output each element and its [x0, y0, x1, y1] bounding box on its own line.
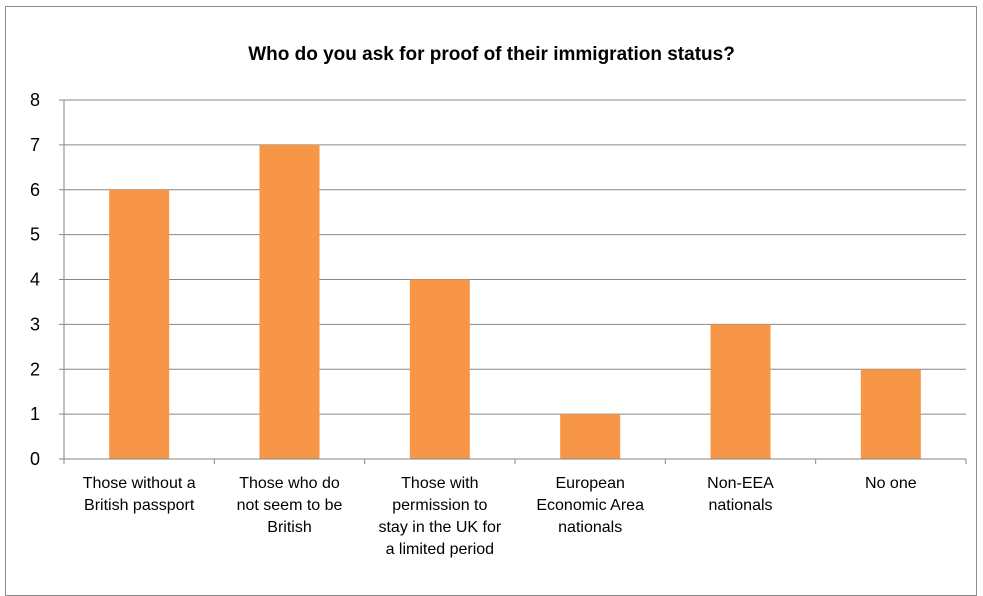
- x-category-labels: Those without a British passport Those who…: [83, 475, 917, 558]
- x-category-label-line: stay in the UK for: [378, 519, 501, 536]
- bar: [109, 189, 170, 459]
- x-category-label-line: Economic Area: [536, 497, 644, 514]
- y-tick-label: 2: [30, 359, 40, 379]
- x-category-label: Non-EEA nationals: [707, 475, 774, 514]
- y-tick-labels: 0 1 2 3 4 5 6 7 8: [30, 90, 40, 469]
- bar: [860, 369, 921, 459]
- y-tick-label: 4: [30, 270, 40, 290]
- bar: [560, 414, 621, 459]
- y-tick-label: 6: [30, 180, 40, 200]
- bar: [259, 144, 320, 459]
- x-category-label: Those without a British passport: [83, 475, 196, 514]
- x-category-label-line: European: [555, 475, 624, 492]
- x-category-label-line: nationals: [708, 497, 772, 514]
- x-category-label: No one: [865, 475, 917, 492]
- x-category-label-line: permission to: [392, 497, 487, 514]
- x-category-label-line: a limited period: [386, 541, 495, 558]
- x-category-label: Those with permission to stay in the UK fo…: [378, 475, 501, 558]
- y-tick-label: 5: [30, 225, 40, 245]
- bar: [409, 279, 470, 459]
- bar: [710, 324, 771, 459]
- gridlines: [64, 99, 966, 415]
- x-category-label-line: Those without a: [83, 475, 196, 492]
- y-tick-label: 0: [30, 449, 40, 469]
- x-category-label: European Economic Area nationals: [536, 475, 644, 536]
- y-tick-label: 7: [30, 135, 40, 155]
- x-category-label-line: Non-EEA: [707, 475, 774, 492]
- x-category-label: Those who do not seem to be British: [237, 475, 343, 536]
- x-category-label-line: Those with: [401, 475, 478, 492]
- y-tick-label: 8: [30, 90, 40, 110]
- chart-title: Who do you ask for proof of their immigr…: [248, 44, 735, 65]
- y-tick-label: 1: [30, 404, 40, 424]
- x-category-label-line: British passport: [84, 497, 195, 514]
- x-category-label-line: Those who do: [239, 475, 340, 492]
- x-category-label-line: No one: [865, 475, 917, 492]
- x-category-label-line: nationals: [558, 519, 622, 536]
- x-category-label-line: not seem to be: [237, 497, 343, 514]
- bars: [109, 144, 921, 459]
- y-tick-label: 3: [30, 314, 40, 334]
- axes: [59, 99, 967, 464]
- x-category-label-line: British: [267, 519, 311, 536]
